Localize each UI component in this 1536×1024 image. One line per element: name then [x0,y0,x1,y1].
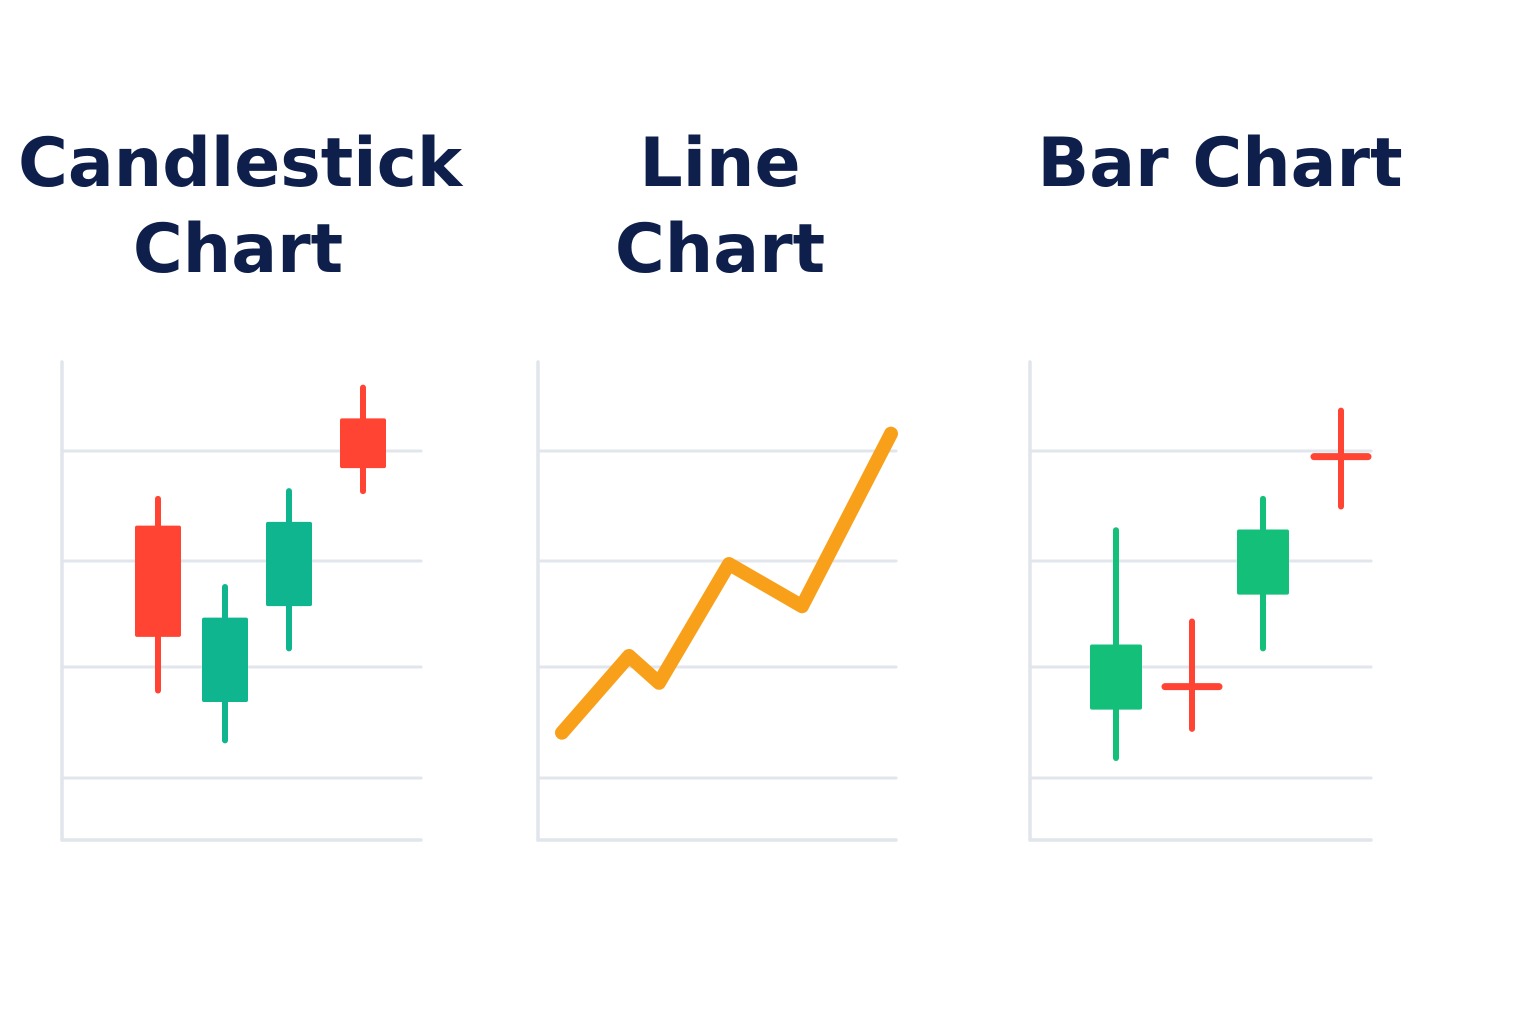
bar-chart [1028,360,1373,842]
line-point [561,732,563,734]
candle [266,488,312,652]
line-point [890,433,892,435]
candle [135,495,181,694]
candle-body [340,418,386,469]
candlestick-chart-title: Candlestick Chart [18,121,463,293]
candle-body [202,617,248,702]
line-point [628,655,630,657]
ohlc-bar [1237,495,1289,652]
ohlc-bar [1310,407,1372,510]
bar-body [1090,644,1142,710]
ohlc-bar [1090,527,1142,761]
line-point [801,605,803,607]
candlestick-chart [60,360,423,842]
line-series [555,426,898,740]
ohlc-bar [1161,618,1223,732]
line-chart [536,360,898,842]
title-line-1: Bar Chart [1037,124,1403,203]
bar-body [1237,529,1289,595]
title-line-2: Chart [132,210,344,289]
candle-body [135,525,181,637]
candle [340,384,386,495]
candle-body [266,521,312,607]
candle [202,584,248,744]
line-chart-title: Line Chart [500,121,940,293]
title-line-1: Line [639,124,801,203]
bar-chart-title: Bar Chart [1000,121,1440,207]
title-line-1: Candlestick [18,124,463,203]
title-line-2: Chart [614,210,826,289]
line-point [658,682,660,684]
line-point [728,563,730,565]
